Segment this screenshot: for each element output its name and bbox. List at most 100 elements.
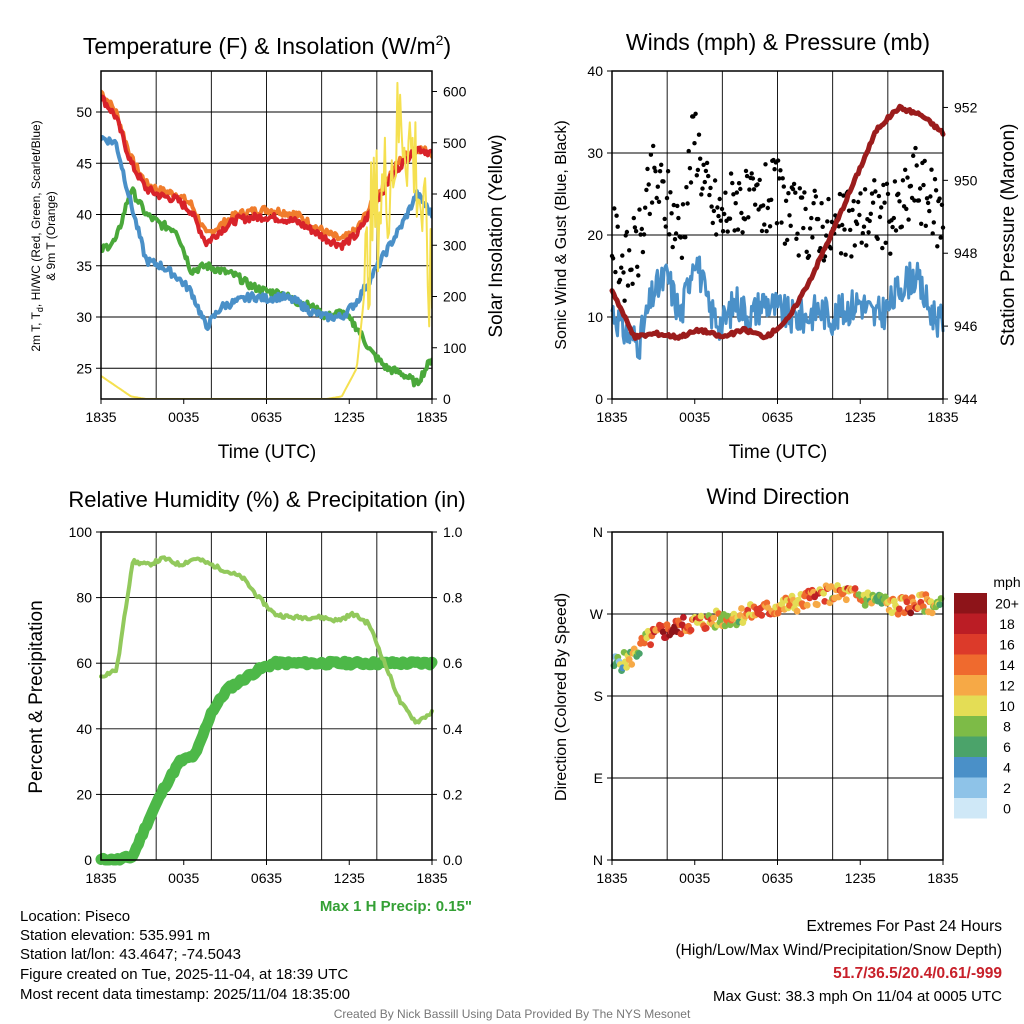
gust-point [826,196,831,202]
humidity-xtick: 1235 [334,870,365,886]
winddir-point [928,609,936,617]
gust-point [700,186,705,191]
gust-point [875,236,880,241]
winddir-point [842,596,850,604]
gust-point [867,218,872,224]
winddir-xtick: 0035 [679,870,710,886]
winds-title: Winds (mph) & Pressure (mb) [626,29,930,55]
gust-point [676,215,681,221]
winds-xtick: 0035 [679,409,710,425]
gust-point [753,202,758,207]
gust-point [710,220,715,226]
gust-point [841,193,846,198]
gust-point [693,111,698,117]
gust-point [820,224,825,229]
humidity-title: Relative Humidity (%) & Precipitation (i… [68,487,465,512]
gust-point [646,182,651,187]
gust-point [786,191,791,196]
gust-point [864,243,869,248]
gust-point [755,182,760,187]
gust-point [787,213,792,218]
gust-point [877,214,883,220]
gust-point [701,162,706,167]
gust-point [659,162,664,167]
gust-point [856,199,861,205]
gust-point [762,222,767,227]
gust-point [796,253,801,258]
gust-point [774,221,780,226]
gust-point [906,217,911,222]
temp-ytick: 50 [76,104,92,120]
gust-point [632,225,638,230]
gust-point [625,283,631,288]
temp-xtick: 0035 [168,409,199,425]
gust-point [891,215,896,221]
gust-point [662,216,667,222]
gust-point [869,191,875,196]
gust-point [854,221,860,227]
gust-point [672,237,678,242]
gust-point [809,215,814,221]
gust-point [816,216,821,222]
winds-ytick: 40 [587,63,603,79]
gust-point [652,165,657,170]
gust-point [716,213,721,219]
winddir-point [635,650,643,657]
winddir-point [786,602,793,609]
gust-point [848,227,853,233]
gust-point [744,173,750,179]
winddir-point [680,614,687,621]
gust-point [692,141,697,146]
gust-point [879,205,884,210]
gust-point [657,169,663,174]
humidity-ytick-right: 0.2 [443,786,463,802]
gust-point [852,243,857,248]
gust-point [892,179,898,184]
gust-point [813,194,819,199]
series-sonic-wind [610,255,945,360]
gust-point [738,186,743,192]
gust-point [613,269,618,275]
gust-point [620,253,625,258]
gust-point [639,226,644,232]
gust-point [790,186,796,192]
winds-ytick-right: 946 [954,318,978,334]
gust-point [781,184,786,189]
gust-point [645,166,650,172]
footer-elevation: Station elevation: 535.991 m [20,927,211,944]
gust-point [825,219,830,224]
gust-point [857,212,862,218]
gust-point [750,176,756,181]
gust-point [882,200,887,205]
gust-point [673,231,679,236]
humidity-panel: Relative Humidity (%) & Precipitation (i… [26,487,472,915]
temp-ytick: 30 [76,309,92,325]
gust-point [684,185,689,190]
gust-point [927,208,932,214]
gust-point [615,224,620,229]
gust-point [888,251,893,256]
gust-point [904,206,909,212]
gust-point [712,178,718,183]
temp-xtick: 1235 [334,409,365,425]
colorbar-swatch [954,675,987,696]
humidity-ytick: 60 [76,655,92,671]
gust-point [678,235,683,240]
gust-point [663,224,668,229]
gust-point [759,228,765,234]
gust-point [622,298,627,303]
gust-point [704,160,710,166]
winddir-point [758,611,766,619]
gust-point [777,176,782,181]
winddir-point [903,598,911,606]
max-gust: Max Gust: 38.3 mph On 11/04 at 0005 UTC [712,988,1002,1005]
winddir-point [710,614,718,622]
gust-point [624,229,630,235]
gust-point [636,273,641,278]
winds-ytick-right: 944 [954,391,978,407]
gust-point [791,181,797,187]
winds-ylabel-right: Station Pressure (Maroon) [998,124,1019,347]
temp-xlabel: Time (UTC) [218,442,317,463]
gust-point [851,199,856,204]
winddir-xtick: 0635 [762,870,793,886]
